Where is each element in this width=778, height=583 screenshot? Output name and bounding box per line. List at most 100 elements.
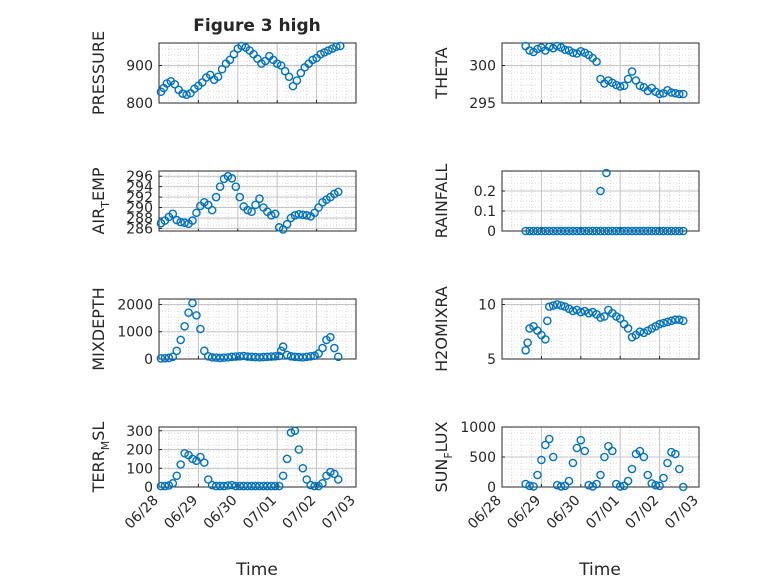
sun_flux-data-point	[627, 464, 637, 474]
mixdepth-data-point	[255, 353, 264, 362]
terr_msl-x-tick-label: 06/30	[201, 493, 241, 533]
sun_flux-data-point	[592, 479, 601, 489]
theta-data-point	[671, 88, 680, 98]
sun_flux-data-point	[623, 476, 633, 486]
sun_flux-data-point	[608, 446, 617, 456]
terr_msl-x-tick-label: 06/29	[161, 493, 201, 533]
terr_msl-x-tick-label: 07/03	[319, 493, 359, 533]
h2omixra-data-point	[543, 316, 552, 326]
terr_msl-y-axis-label: TERRMSL	[89, 422, 112, 494]
theta-data-point	[675, 89, 684, 99]
pressure-y-tick-label: 900	[126, 59, 153, 75]
terr_msl-data-point	[168, 478, 178, 488]
terr_msl-x-tick-label: 07/01	[240, 493, 280, 533]
h2omixra-data-point	[584, 308, 593, 318]
theta-data-point	[525, 46, 534, 55]
air_temp-y-tick-label: 288	[126, 211, 153, 227]
rainfall-data-point	[678, 226, 688, 236]
mixdepth-data-point	[156, 354, 166, 363]
air_temp-y-tick-label: 296	[126, 169, 153, 185]
h2omixra-data-point	[596, 313, 605, 322]
pressure-data-point	[225, 55, 235, 65]
terr_msl-x-tick-label: 07/02	[280, 493, 320, 533]
sun_flux-data-point	[651, 480, 660, 490]
sun_flux-data-point	[533, 470, 542, 480]
sun_flux-data-point	[659, 473, 668, 483]
mixdepth-data-point	[172, 346, 182, 356]
sun_flux-data-point	[615, 482, 625, 491]
mixdepth-data-point	[298, 353, 308, 362]
terr_msl-data-point	[274, 481, 284, 491]
mixdepth-data-point	[243, 352, 252, 361]
terr_msl-data-point	[306, 480, 315, 490]
air_temp-data-point	[235, 192, 245, 202]
theta-axes-box	[501, 42, 700, 104]
mixdepth-data-point	[231, 352, 241, 361]
h2omixra-axes-box	[501, 298, 700, 360]
mixdepth-data-point	[180, 321, 189, 331]
mixdepth-data-point	[266, 352, 276, 361]
terr_msl-data-point	[219, 481, 229, 491]
air_temp-data-point	[231, 182, 241, 191]
theta-data-point	[619, 81, 629, 91]
mixdepth-data-point	[274, 351, 284, 361]
terr_msl-data-point	[294, 445, 304, 454]
air_temp-data-point	[255, 194, 264, 203]
mixdepth-data-point	[188, 298, 197, 308]
h2omixra-data-point	[600, 312, 609, 321]
pressure-data-point	[217, 64, 227, 74]
theta-data-point	[568, 48, 578, 58]
air_temp-data-point	[282, 219, 292, 229]
sun_flux-data-point	[639, 452, 649, 462]
pressure-axes-box	[158, 42, 357, 104]
terr_msl-data-point	[270, 481, 280, 491]
terr_msl-data-point	[333, 475, 343, 484]
air_temp-data-point	[180, 218, 189, 227]
h2omixra-data-point	[619, 319, 629, 329]
terr_msl-data-point	[290, 426, 300, 436]
rainfall-y-tick-label: 0.2	[474, 184, 496, 200]
air_temp-data-point	[176, 217, 185, 227]
terr_msl-data-point	[326, 467, 335, 477]
terr_msl-x-tick-label: 06/28	[122, 493, 162, 533]
sun_flux-x-tick-label: 07/01	[583, 493, 623, 533]
terr_msl-data-point	[298, 463, 308, 473]
h2omixra-data-point	[521, 345, 530, 355]
sun_flux-data-point	[576, 435, 586, 445]
air_temp-data-point	[333, 187, 343, 197]
air_temp-y-tick-label: 286	[126, 221, 153, 237]
mixdepth-y-axis-label: MIXDEPTH	[89, 287, 108, 370]
pressure-data-point	[308, 55, 317, 65]
terr_msl-data-point	[310, 481, 319, 491]
sun_flux-data-point	[643, 470, 653, 480]
air_temp-data-point	[227, 174, 237, 183]
terr_msl-data-point	[200, 458, 209, 467]
mixdepth-data-point	[330, 343, 339, 353]
sun_flux-data-point	[580, 446, 590, 456]
terr_msl-data-point	[278, 471, 288, 481]
air_temp-y-tick-label: 290	[126, 201, 153, 217]
theta-data-point	[623, 74, 633, 84]
mixdepth-data-point	[314, 349, 323, 358]
h2omixra-y-tick-label: 10	[478, 297, 496, 313]
pressure-data-point	[213, 72, 223, 82]
air_temp-data-point	[302, 211, 312, 220]
sun_flux-data-point	[655, 481, 664, 491]
terr_msl-data-point	[318, 478, 327, 488]
theta-data-point	[611, 80, 621, 90]
theta-y-tick-label: 300	[469, 59, 496, 75]
mixdepth-y-tick-label: 2000	[117, 297, 153, 313]
mixdepth-data-point	[184, 308, 193, 317]
pressure-data-point	[320, 48, 329, 57]
pressure-data-point	[229, 49, 239, 59]
pressure-data-point	[170, 79, 180, 89]
sun_flux-data-point	[521, 479, 530, 489]
terr_msl-data-point	[188, 454, 197, 464]
sun_flux-data-point	[600, 452, 609, 462]
sun_flux-x-tick-label: 07/03	[662, 493, 702, 533]
pressure-data-point	[296, 68, 306, 78]
rainfall-data-point	[602, 168, 611, 178]
mixdepth-data-point	[282, 350, 292, 360]
air_temp-data-point	[294, 210, 304, 219]
pressure-data-point	[328, 44, 337, 53]
